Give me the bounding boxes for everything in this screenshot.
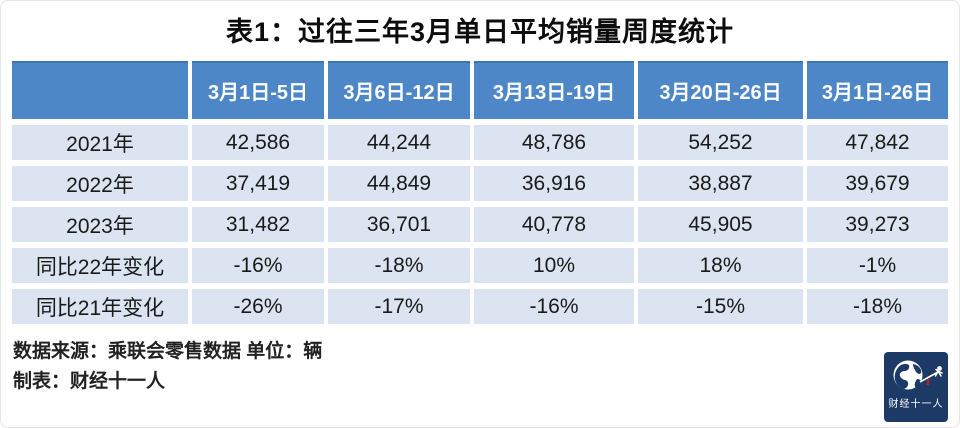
table-row-2022: 2022年 37,419 44,849 36,916 38,887 39,679: [12, 166, 948, 201]
cell: 10%: [474, 248, 634, 283]
cell: 42,586: [192, 125, 324, 160]
brand-logo: 财经十一人: [884, 352, 948, 422]
cell: -17%: [328, 289, 470, 324]
cell: 44,849: [328, 166, 470, 201]
data-source-line: 数据来源：乘联会零售数据 单位：辆: [13, 341, 323, 362]
row-label: 2022年: [12, 166, 188, 201]
table-row-yoy-21: 同比21年变化 -26% -17% -16% -15% -18%: [12, 289, 948, 324]
column-header-week3: 3月13日-19日: [474, 61, 634, 119]
cell: 37,419: [192, 166, 324, 201]
cell: 36,916: [474, 166, 634, 201]
globe-puller-icon: [893, 360, 943, 390]
cell: 39,679: [807, 166, 948, 201]
cell: -1%: [807, 248, 948, 283]
cell: -18%: [807, 289, 948, 324]
column-header-total: 3月1日-26日: [807, 61, 948, 119]
page-title: 表1：过往三年3月单日平均销量周度统计: [225, 17, 735, 47]
column-header-week1: 3月1日-5日: [192, 61, 324, 119]
cell: 39,273: [807, 207, 948, 242]
cell: -18%: [328, 248, 470, 283]
table-header-row: 3月1日-5日 3月6日-12日 3月13日-19日 3月20日-26日 3月1…: [12, 61, 948, 119]
cell: 54,252: [638, 125, 803, 160]
column-header-week4: 3月20日-26日: [638, 61, 803, 119]
table-row-2021: 2021年 42,586 44,244 48,786 54,252 47,842: [12, 125, 948, 160]
maker-line: 制表：财经十一人: [13, 371, 166, 393]
sales-table: 3月1日-5日 3月6日-12日 3月13日-19日 3月20日-26日 3月1…: [8, 55, 952, 330]
table-footnotes: 数据来源：乘联会零售数据 单位：辆 制表：财经十一人: [13, 337, 959, 398]
column-header-week2: 3月6日-12日: [328, 61, 470, 119]
row-label: 同比22年变化: [12, 248, 188, 283]
cell: 18%: [638, 248, 803, 283]
cell: 45,905: [638, 207, 803, 242]
cell: -26%: [192, 289, 324, 324]
row-label: 2021年: [12, 125, 188, 160]
cell: 48,786: [474, 125, 634, 160]
cell: -15%: [638, 289, 803, 324]
cell: 47,842: [807, 125, 948, 160]
logo-label: 财经十一人: [888, 399, 944, 410]
row-label: 同比21年变化: [12, 289, 188, 324]
cell: 40,778: [474, 207, 634, 242]
cell: 38,887: [638, 166, 803, 201]
corner-cell: [12, 61, 188, 119]
cell: 44,244: [328, 125, 470, 160]
cell: -16%: [474, 289, 634, 324]
table-row-yoy-22: 同比22年变化 -16% -18% 10% 18% -1%: [12, 248, 948, 283]
row-label: 2023年: [12, 207, 188, 242]
table-row-2023: 2023年 31,482 36,701 40,778 45,905 39,273: [12, 207, 948, 242]
cell: 36,701: [328, 207, 470, 242]
cell: 31,482: [192, 207, 324, 242]
cell: -16%: [192, 248, 324, 283]
